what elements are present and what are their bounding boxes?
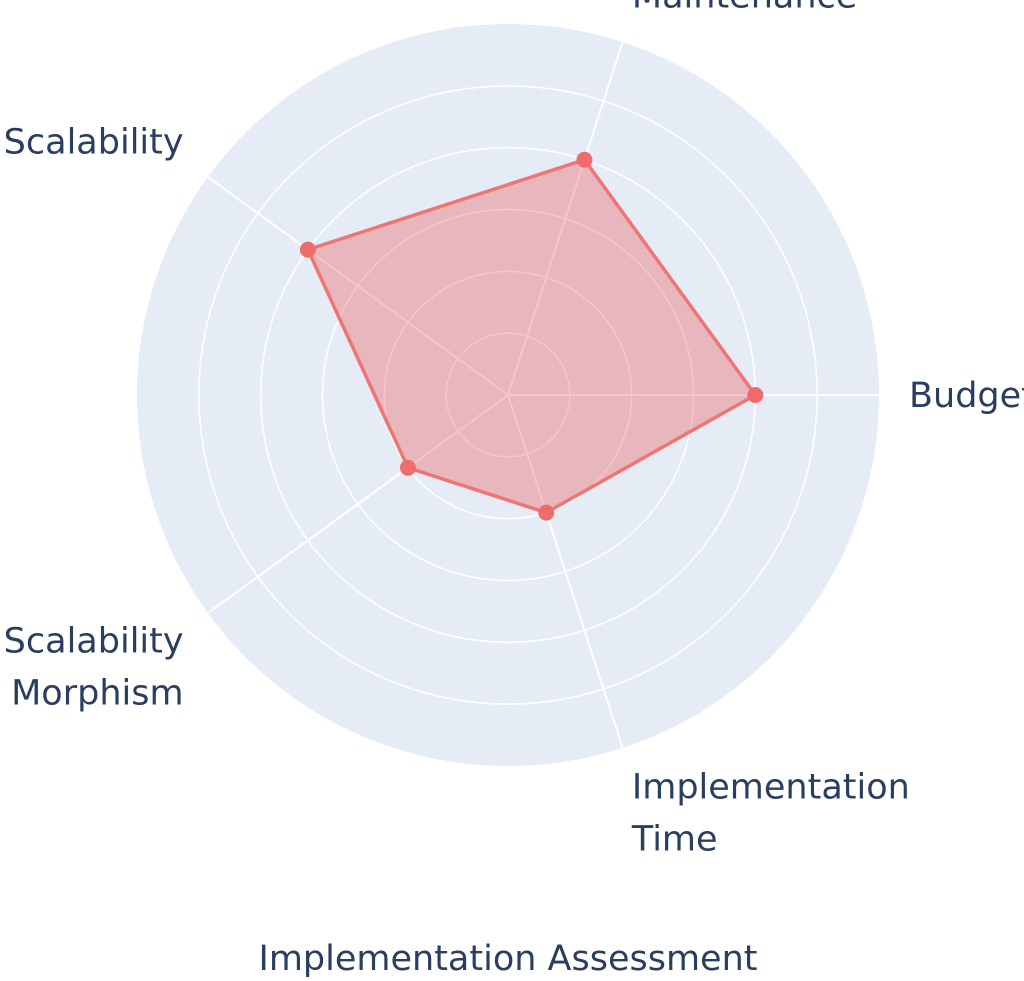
- series-area: [306, 158, 758, 515]
- axis-spoke: [507, 41, 624, 396]
- axis-label-line: Scalability: [4, 622, 184, 662]
- axis-label-line: Implementation: [632, 767, 910, 807]
- axis-label: Scalability Morphism: [4, 622, 184, 714]
- series-point[interactable]: [399, 459, 416, 476]
- series-layer: [299, 151, 764, 521]
- chart-title: Implementation Assessment: [259, 939, 758, 979]
- axis-label-line: Maintenance: [632, 0, 857, 17]
- axis-spoke: [207, 394, 509, 614]
- series-point[interactable]: [538, 504, 555, 521]
- series-point[interactable]: [299, 241, 316, 258]
- axis-label: Implementation Time: [631, 767, 910, 859]
- series-point[interactable]: [747, 387, 764, 403]
- series-point[interactable]: [576, 151, 593, 168]
- axis-label: Scalability: [4, 122, 184, 162]
- axis-label-line: Scalability: [4, 122, 184, 162]
- axis-label-line: Time: [631, 819, 718, 859]
- axis-spokes: [207, 41, 879, 749]
- axis-label-line: Budget: [909, 376, 1024, 416]
- axis-label: Budget: [909, 376, 1024, 416]
- axis-spoke: [207, 176, 509, 396]
- axis-spoke: [507, 394, 624, 749]
- axis-label-line: Morphism: [11, 674, 183, 714]
- axis-label: Maintenance: [632, 0, 857, 17]
- axis-labels: Budget Maintenance Scalability Scalability M…: [4, 0, 1024, 859]
